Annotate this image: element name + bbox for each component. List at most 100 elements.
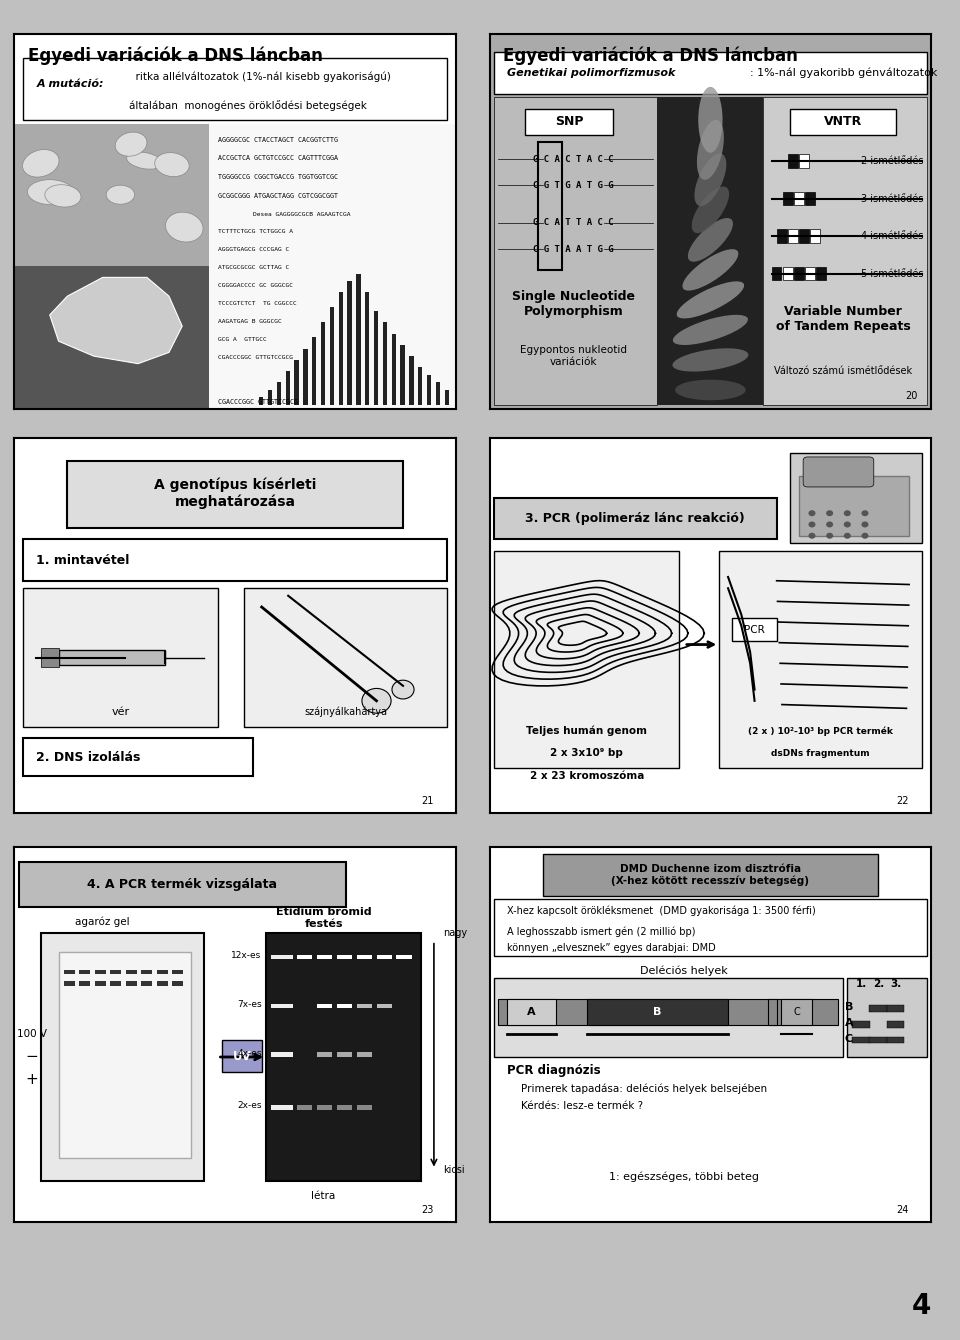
- Text: CGGGGACCCC GC GGGCGC: CGGGGACCCC GC GGGCGC: [218, 283, 293, 288]
- Bar: [80, 970, 90, 974]
- Bar: [271, 1052, 293, 1057]
- Bar: [436, 382, 440, 405]
- Text: 3.: 3.: [891, 978, 902, 989]
- Text: G C A T T A C C: G C A T T A C C: [533, 218, 613, 228]
- Text: ATGCGCGCGC GCTTAG C: ATGCGCGCGC GCTTAG C: [218, 264, 289, 269]
- Bar: [365, 292, 370, 405]
- Text: 7x-es: 7x-es: [237, 1000, 262, 1009]
- FancyBboxPatch shape: [23, 58, 447, 119]
- Circle shape: [808, 533, 815, 539]
- Bar: [297, 1106, 313, 1110]
- Bar: [14, 267, 218, 409]
- Bar: [357, 1004, 372, 1008]
- Bar: [222, 1040, 262, 1072]
- Bar: [852, 1021, 870, 1028]
- Bar: [732, 618, 777, 641]
- Ellipse shape: [672, 348, 749, 371]
- Bar: [409, 356, 414, 405]
- Circle shape: [362, 689, 391, 713]
- Bar: [172, 981, 183, 986]
- Bar: [23, 588, 218, 728]
- Ellipse shape: [694, 154, 727, 206]
- Bar: [427, 375, 431, 405]
- Bar: [348, 281, 351, 405]
- Bar: [95, 981, 106, 986]
- Bar: [494, 978, 843, 1057]
- Text: Genetikai polimorfizmusok: Genetikai polimorfizmusok: [507, 68, 676, 78]
- Bar: [208, 123, 456, 409]
- Bar: [494, 98, 658, 405]
- Text: C: C: [793, 1006, 800, 1017]
- Bar: [337, 1052, 352, 1057]
- Bar: [816, 267, 826, 280]
- Text: PCR diagnózis: PCR diagnózis: [507, 1064, 601, 1076]
- Circle shape: [844, 521, 851, 528]
- Bar: [110, 970, 121, 974]
- Text: ACCGCTCA GCTGTCCGCC CAGTTTCGGA: ACCGCTCA GCTGTCCGCC CAGTTTCGGA: [218, 155, 338, 161]
- Bar: [23, 540, 447, 580]
- Text: Teljes humán genom: Teljes humán genom: [526, 725, 647, 736]
- Text: Variable Number
of Tandem Repeats: Variable Number of Tandem Repeats: [776, 304, 910, 332]
- Bar: [852, 1037, 870, 1044]
- Text: VNTR: VNTR: [824, 115, 862, 129]
- Text: 3. PCR (polimeráz lánc reakció): 3. PCR (polimeráz lánc reakció): [525, 512, 745, 525]
- Bar: [719, 551, 923, 768]
- Text: 2.: 2.: [874, 978, 885, 989]
- Bar: [312, 338, 317, 405]
- Text: TGGGGCCG CGGCTGACCG TGGTGGTCGC: TGGGGCCG CGGCTGACCG TGGTGGTCGC: [218, 174, 338, 180]
- Bar: [444, 390, 449, 405]
- Text: A: A: [845, 1018, 853, 1028]
- Bar: [295, 360, 299, 405]
- Bar: [418, 367, 422, 405]
- Text: Etidium bromid
festés: Etidium bromid festés: [276, 907, 372, 929]
- Text: 5 ismétlődés: 5 ismétlődés: [860, 268, 924, 279]
- Bar: [788, 229, 798, 243]
- Ellipse shape: [165, 212, 204, 243]
- Text: Egypontos nukleotid
variációk: Egypontos nukleotid variációk: [520, 346, 627, 367]
- Bar: [268, 390, 273, 405]
- Text: létra: létra: [311, 1191, 336, 1201]
- Bar: [799, 476, 909, 536]
- Bar: [339, 292, 343, 405]
- Bar: [244, 588, 447, 728]
- Text: 24: 24: [897, 1205, 909, 1214]
- Bar: [67, 461, 403, 528]
- Text: : 1%-nál gyakoribb génváltozatok: : 1%-nál gyakoribb génváltozatok: [750, 67, 938, 78]
- Text: 1: egészséges, többi beteg: 1: egészséges, többi beteg: [609, 1171, 759, 1182]
- Bar: [498, 998, 838, 1025]
- Bar: [64, 970, 75, 974]
- Text: Deléciós helyek: Deléciós helyek: [640, 965, 728, 976]
- Bar: [800, 229, 809, 243]
- Text: 2. DNS izolálás: 2. DNS izolálás: [36, 750, 141, 764]
- Bar: [383, 323, 387, 405]
- Text: 22: 22: [897, 796, 909, 805]
- Bar: [494, 52, 926, 94]
- Bar: [870, 1005, 887, 1012]
- Polygon shape: [50, 277, 182, 363]
- Text: GCG A  GTTGCC: GCG A GTTGCC: [218, 336, 266, 342]
- Text: szájnyálkahártya: szájnyálkahártya: [304, 706, 387, 717]
- Text: 3 ismétlődés: 3 ismétlődés: [860, 193, 923, 204]
- Text: 4x-es: 4x-es: [237, 1049, 262, 1057]
- Bar: [658, 98, 763, 405]
- Circle shape: [808, 521, 815, 528]
- Bar: [259, 398, 263, 405]
- Bar: [887, 1005, 904, 1012]
- Text: 21: 21: [421, 796, 434, 805]
- Bar: [156, 981, 168, 986]
- Text: TCTTTCTGCG TCTGGCG A: TCTTTCTGCG TCTGGCG A: [218, 229, 293, 233]
- Bar: [396, 955, 412, 959]
- Ellipse shape: [675, 379, 746, 401]
- Text: 2 ismétlődés: 2 ismétlődés: [860, 155, 924, 166]
- Bar: [64, 981, 75, 986]
- Bar: [870, 1037, 887, 1044]
- Bar: [494, 899, 926, 955]
- Bar: [337, 1004, 352, 1008]
- Bar: [400, 344, 405, 405]
- Text: Desea GAGGGGCGCB AGAAGTCGA: Desea GAGGGGCGCB AGAAGTCGA: [252, 212, 350, 217]
- Circle shape: [844, 533, 851, 539]
- Bar: [794, 267, 804, 280]
- Bar: [23, 738, 252, 776]
- Text: 2 x 23 kromoszóma: 2 x 23 kromoszóma: [530, 770, 644, 781]
- Circle shape: [861, 533, 869, 539]
